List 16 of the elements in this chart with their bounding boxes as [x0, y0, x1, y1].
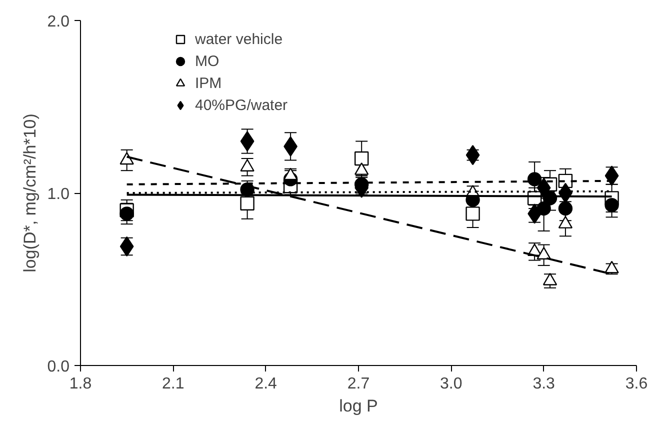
legend-label: 40%PG/water — [195, 96, 288, 114]
x-tick-label: 3.6 — [625, 376, 648, 392]
x-tick-label: 2.1 — [162, 376, 184, 392]
y-tick-label: 2.0 — [47, 14, 70, 30]
x-tick-label: 2.4 — [254, 376, 278, 392]
x-axis-title: log P — [339, 396, 378, 416]
x-tick-label: 1.8 — [69, 376, 92, 392]
legend-label: MO — [195, 52, 220, 70]
y-axis-title: log(D*, mg/cm²/h*10) — [20, 114, 40, 272]
x-tick-label: 2.7 — [347, 376, 370, 392]
y-tick-label: 1.0 — [47, 186, 70, 203]
x-tick-label: 3.0 — [440, 376, 462, 392]
x-tick-label: 3.3 — [532, 376, 556, 392]
legend-label: IPM — [195, 74, 222, 92]
legend-label: water vehicle — [195, 30, 283, 48]
y-tick-label: 0.0 — [47, 358, 70, 376]
